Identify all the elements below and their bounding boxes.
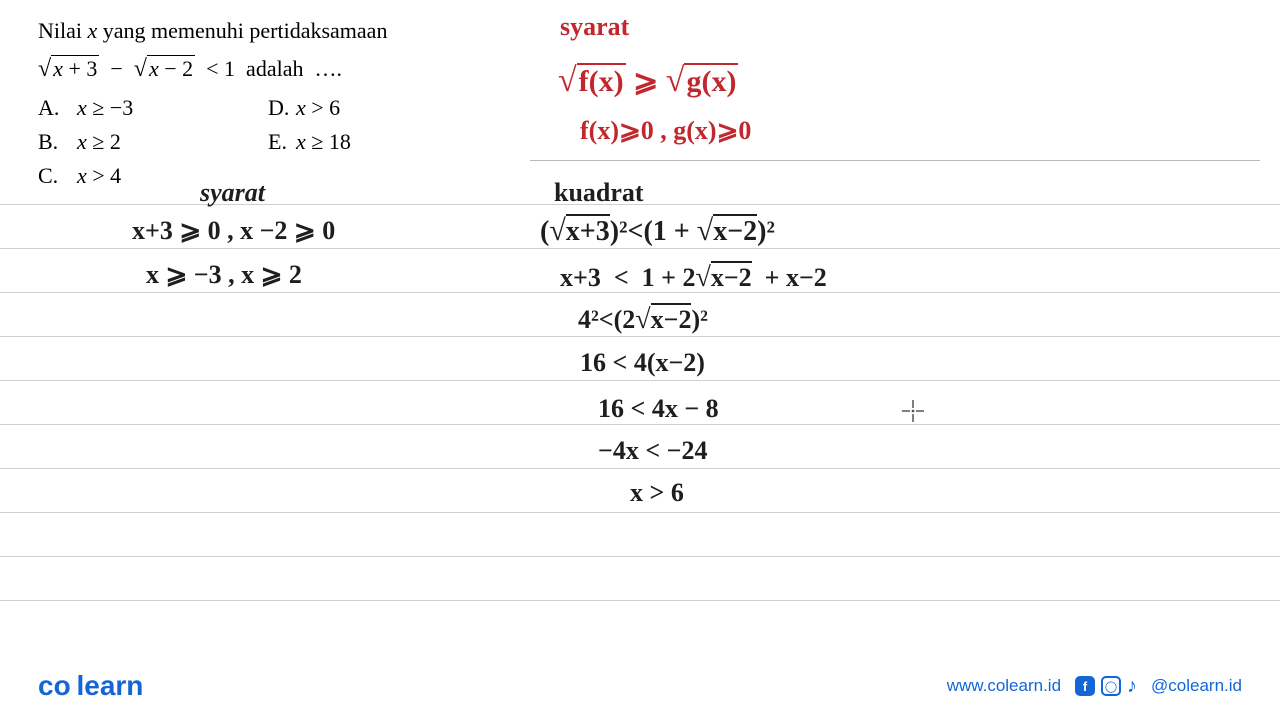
option-a: A. x ≥ −3 xyxy=(38,91,268,124)
hw-kuadrat-title: kuadrat xyxy=(554,178,644,208)
hw-kuadrat-l6: −4x < −24 xyxy=(598,436,707,466)
hw-red-title: syarat xyxy=(560,12,629,42)
footer-url: www.colearn.id xyxy=(947,676,1061,696)
hw-kuadrat-l5: 16 < 4x − 8 xyxy=(598,394,719,424)
social-icons: f ◯ ♪ xyxy=(1075,675,1137,698)
logo-part-a: co xyxy=(38,670,71,701)
hw-kuadrat-l2: x+3 < 1 + 2√x−2 + x−2 xyxy=(560,262,827,294)
question-prompt-1: Nilai x yang memenuhi pertidaksamaan xyxy=(38,14,518,47)
hw-kuadrat-l1: (√x+3)²<(1 + √x−2)² xyxy=(540,214,775,248)
option-d: D.x > 6 xyxy=(268,91,468,124)
option-b: B. x ≥ 2 xyxy=(38,125,268,158)
brand-logo: co learn xyxy=(38,670,143,702)
logo-part-b: learn xyxy=(76,670,143,701)
question-block: Nilai x yang memenuhi pertidaksamaan √x … xyxy=(38,14,518,192)
footer-handle: @colearn.id xyxy=(1151,676,1242,696)
facebook-icon: f xyxy=(1075,676,1095,696)
instagram-icon: ◯ xyxy=(1101,676,1121,696)
options-grid: A. x ≥ −3 D.x > 6 B. x ≥ 2 E.x ≥ 18 C. x… xyxy=(38,91,518,192)
footer-right: www.colearn.id f ◯ ♪ @colearn.id xyxy=(947,675,1242,698)
tiktok-icon: ♪ xyxy=(1127,675,1137,698)
hw-kuadrat-l7: x > 6 xyxy=(630,478,684,508)
footer: co learn www.colearn.id f ◯ ♪ @colearn.i… xyxy=(0,668,1280,704)
cursor-crosshair-icon xyxy=(900,398,926,430)
hw-red-cond2: f(x)⩾0 , g(x)⩾0 xyxy=(580,116,751,146)
question-math: √x + 3 − √x − 2 < 1 adalah …. xyxy=(38,51,518,87)
hw-kuadrat-l4: 16 < 4(x−2) xyxy=(580,348,705,378)
option-e: E.x ≥ 18 xyxy=(268,125,468,158)
hw-syarat-title: syarat xyxy=(200,178,265,208)
question-divider xyxy=(530,160,1260,161)
hw-syarat-line2: x ⩾ −3 , x ⩾ 2 xyxy=(146,260,302,290)
hw-syarat-line1: x+3 ⩾ 0 , x −2 ⩾ 0 xyxy=(132,216,335,246)
hw-kuadrat-l3: 4²<(2√x−2)² xyxy=(578,304,708,336)
hw-red-cond1: √f(x) ⩾ √g(x) xyxy=(558,62,738,100)
